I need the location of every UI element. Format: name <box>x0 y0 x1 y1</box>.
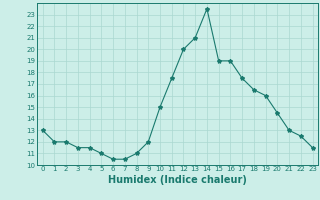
X-axis label: Humidex (Indice chaleur): Humidex (Indice chaleur) <box>108 175 247 185</box>
